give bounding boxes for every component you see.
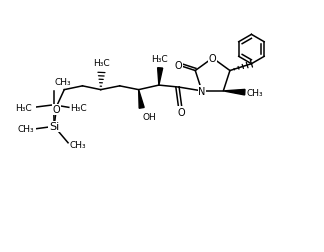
Text: O: O (209, 54, 216, 64)
Text: N: N (198, 86, 206, 97)
Text: O: O (53, 105, 61, 115)
Text: OH: OH (143, 113, 157, 122)
Text: H₃C: H₃C (70, 103, 87, 112)
Polygon shape (157, 69, 163, 86)
Text: H₃C: H₃C (16, 103, 32, 112)
Polygon shape (139, 90, 144, 109)
Text: O: O (178, 107, 185, 117)
Text: CH₃: CH₃ (69, 140, 86, 149)
Text: CH₃: CH₃ (54, 78, 71, 87)
Text: O: O (175, 61, 182, 71)
Text: H₃C: H₃C (93, 59, 109, 68)
Text: H₃C: H₃C (151, 55, 168, 64)
Polygon shape (223, 90, 245, 96)
Text: CH₃: CH₃ (247, 88, 263, 97)
Text: CH₃: CH₃ (17, 125, 34, 134)
Text: Si: Si (49, 122, 59, 132)
